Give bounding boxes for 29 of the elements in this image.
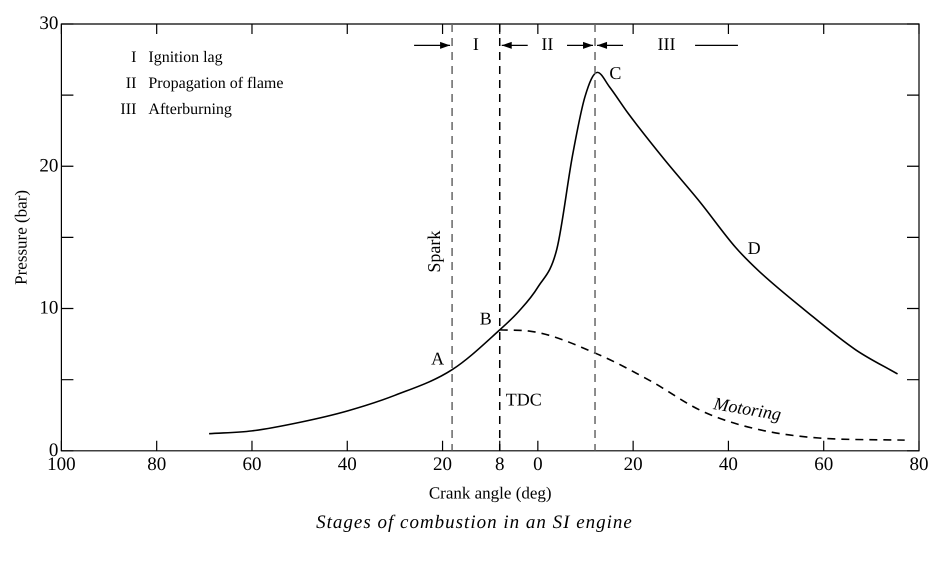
x-tick-label: 80 bbox=[910, 454, 928, 476]
y-tick-label: 10 bbox=[39, 298, 58, 319]
ref-line-label: TDC bbox=[506, 390, 542, 410]
annotation: III Afterburning bbox=[120, 101, 232, 118]
annotation: III bbox=[657, 34, 676, 54]
annotation: A bbox=[431, 348, 444, 368]
ref-line-label: Spark bbox=[424, 230, 444, 273]
annotation: D bbox=[748, 238, 761, 258]
text: Stages of combustion in an SI engine bbox=[315, 512, 634, 534]
x-tick-label: 0 bbox=[533, 454, 543, 476]
annotation: C bbox=[609, 63, 622, 84]
text: Motoring bbox=[711, 393, 783, 424]
x-tick-label: 20 bbox=[433, 454, 452, 476]
y-axis-title: Pressure (bar) bbox=[12, 190, 31, 285]
x-tick-label: 60 bbox=[242, 454, 262, 476]
annotation: II Propagation of flame bbox=[126, 75, 284, 92]
x-tick-label: 60 bbox=[814, 454, 834, 476]
x-tick-label: 80 bbox=[147, 454, 166, 476]
annotation: B bbox=[480, 308, 492, 329]
y-tick-label: 20 bbox=[39, 155, 58, 176]
annotation: I bbox=[472, 34, 479, 54]
y-tick-label: 30 bbox=[39, 12, 58, 34]
x-axis-title: Crank angle (deg) bbox=[428, 483, 552, 502]
annotation: II bbox=[541, 34, 554, 54]
x-tick-label: 8 bbox=[494, 454, 504, 476]
x-tick-label: 20 bbox=[624, 454, 643, 476]
annotation: I Ignition lag bbox=[131, 49, 223, 66]
x-tick-label: 40 bbox=[718, 454, 738, 476]
x-tick-label: 40 bbox=[338, 454, 357, 476]
